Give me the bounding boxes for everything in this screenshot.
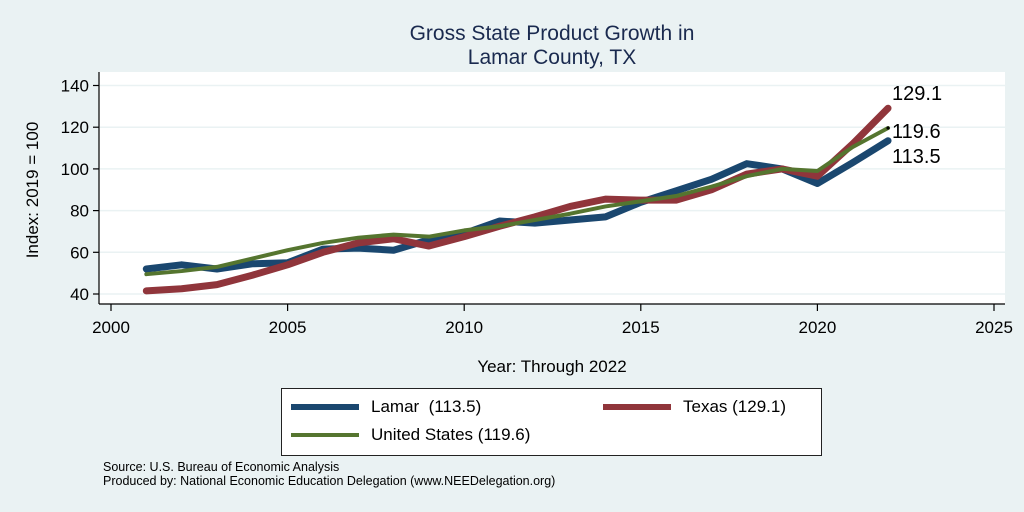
legend-label-united-states: United States (119.6)	[371, 425, 531, 444]
end-label-united-states: 119.6	[892, 121, 941, 143]
chart-title-line-2: Lamar County, TX	[468, 46, 636, 69]
x-tick-label-2010: 2010	[445, 318, 483, 337]
legend-swatch-united-states	[291, 433, 359, 437]
legend-label-texas: Texas (129.1)	[683, 397, 786, 416]
x-tick-label-2015: 2015	[622, 318, 660, 337]
legend-swatch-texas	[603, 404, 671, 410]
end-marker-united-states	[886, 126, 890, 130]
legend-label-lamar: Lamar (113.5)	[371, 397, 482, 416]
y-tick-label-40: 40	[70, 285, 89, 304]
y-tick-label-80: 80	[70, 202, 89, 221]
series-lines	[142, 104, 892, 295]
legend-item-united-states: United States (119.6)	[291, 425, 530, 445]
end-labels: 113.5 129.1 119.6	[886, 83, 942, 168]
x-tick-label-2020: 2020	[798, 318, 836, 337]
y-tick-label-60: 60	[70, 243, 89, 262]
x-axis-title: Year: Through 2022	[477, 357, 626, 376]
x-tick-label-2025: 2025	[975, 318, 1013, 337]
legend: Lamar (113.5) Texas (129.1) United State…	[281, 388, 822, 456]
chart-notes: Source: U.S. Bureau of Economic Analysis…	[103, 460, 555, 488]
x-tick-label-2000: 2000	[92, 318, 130, 337]
legend-item-lamar: Lamar (113.5)	[291, 397, 481, 417]
y-tick-label-120: 120	[61, 118, 89, 137]
series-line-united-states	[144, 126, 891, 277]
y-tick-label-140: 140	[61, 77, 89, 96]
end-label-lamar: 113.5	[892, 146, 941, 168]
y-ticks: 40 60 80 100 120 140	[61, 77, 99, 304]
source-note: Source: U.S. Bureau of Economic Analysis	[103, 460, 340, 474]
legend-swatch-lamar	[291, 404, 359, 410]
chart-title-line-1: Gross State Product Growth in	[410, 22, 695, 45]
produced-by-note: Produced by: National Economic Education…	[103, 474, 556, 488]
y-axis-title: Index: 2019 = 100	[23, 122, 42, 259]
legend-item-texas: Texas (129.1)	[603, 397, 786, 417]
end-label-texas: 129.1	[892, 83, 942, 105]
x-tick-label-2005: 2005	[269, 318, 307, 337]
x-ticks: 2000 2005 2010 2015 2020 2025	[92, 304, 1013, 337]
y-tick-label-100: 100	[61, 160, 89, 179]
